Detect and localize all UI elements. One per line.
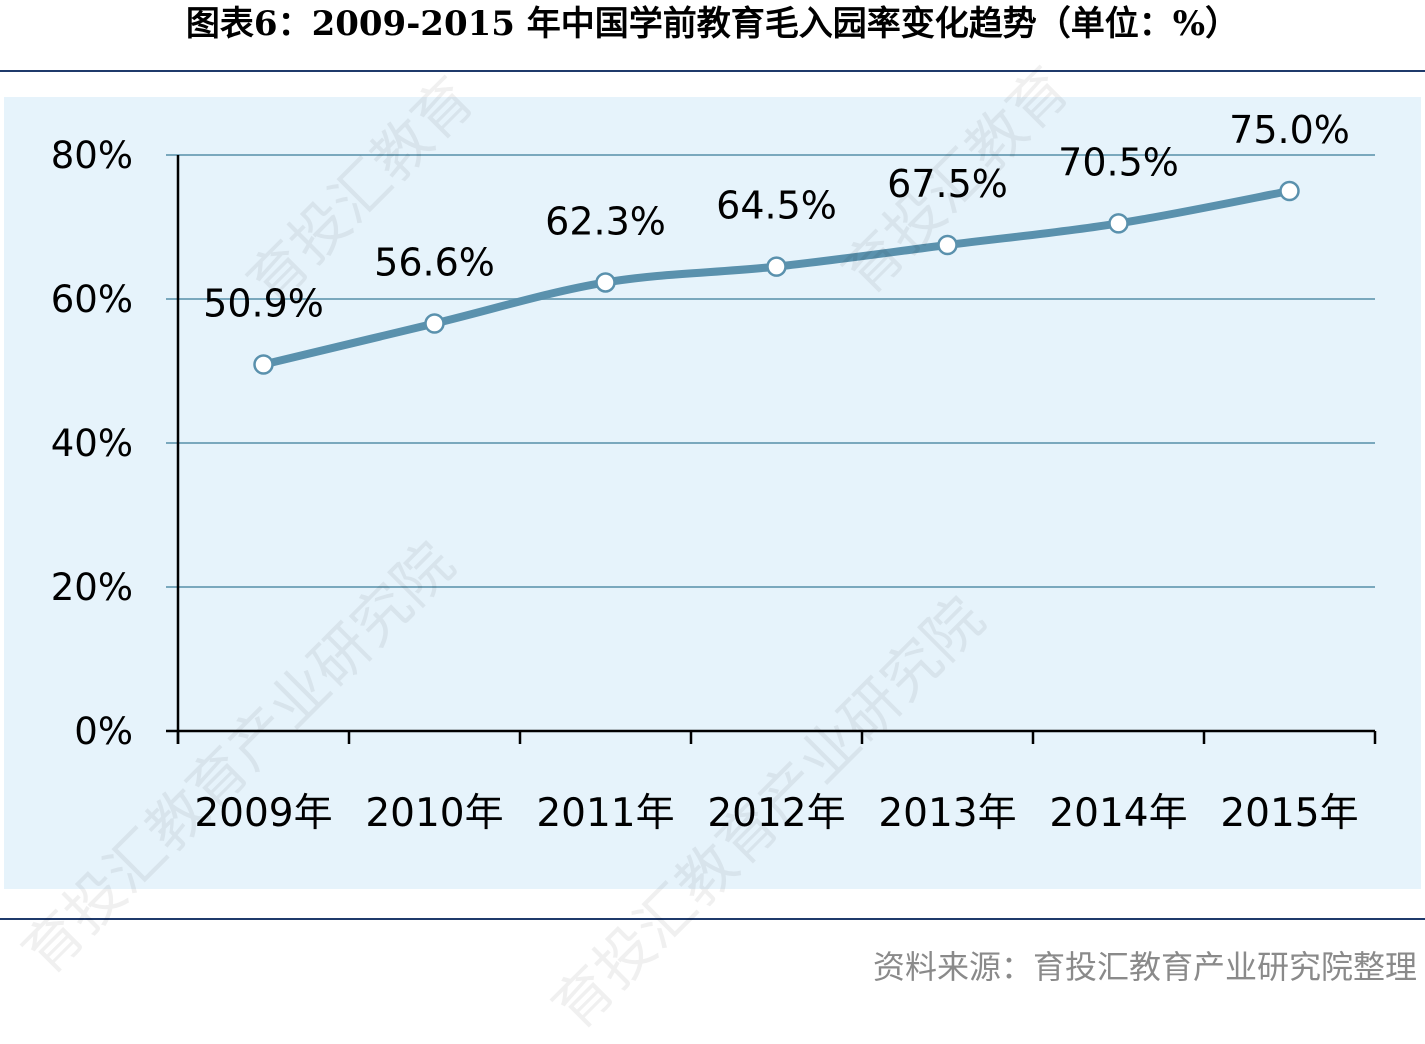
data-point <box>766 256 787 277</box>
data-point <box>1279 180 1300 202</box>
plot-background <box>4 97 1421 889</box>
y-tick-label: 60% <box>51 278 133 321</box>
data-label: 56.6% <box>374 240 495 284</box>
data-point <box>937 234 958 256</box>
x-tick-label: 2010年 <box>365 791 503 836</box>
title-rule <box>0 70 1425 72</box>
y-tick-label: 0% <box>74 710 133 753</box>
data-point <box>424 313 445 334</box>
data-label: 64.5% <box>716 184 837 228</box>
y-tick-label: 20% <box>51 566 133 609</box>
footer-rule <box>0 918 1425 920</box>
x-tick-label: 2014年 <box>1049 791 1187 836</box>
data-label: 62.3% <box>545 199 666 243</box>
y-tick-label: 40% <box>51 422 133 465</box>
x-tick-label: 2009年 <box>194 791 332 836</box>
data-label: 67.5% <box>887 162 1008 206</box>
x-tick-label: 2011年 <box>536 791 674 836</box>
chart-title: 图表6：2009-2015 年中国学前教育毛入园率变化趋势（单位：%） <box>185 4 1240 44</box>
data-label: 75.0% <box>1229 108 1350 152</box>
line-chart: 0% 20% 40% 60% 80% 2009年 2010年 2011年 2012年 2013年 2… <box>4 97 1421 889</box>
x-tick-label: 2013年 <box>878 791 1016 836</box>
x-tick-label: 2012年 <box>707 791 845 836</box>
data-point <box>1108 213 1129 234</box>
data-label: 50.9% <box>203 282 324 326</box>
y-tick-label: 80% <box>51 134 133 177</box>
x-tick-label: 2015年 <box>1220 791 1358 836</box>
source-note: 资料来源：育投汇教育产业研究院整理 <box>872 948 1417 986</box>
data-label: 70.5% <box>1058 140 1179 184</box>
data-point <box>253 354 274 375</box>
data-point <box>595 272 616 293</box>
